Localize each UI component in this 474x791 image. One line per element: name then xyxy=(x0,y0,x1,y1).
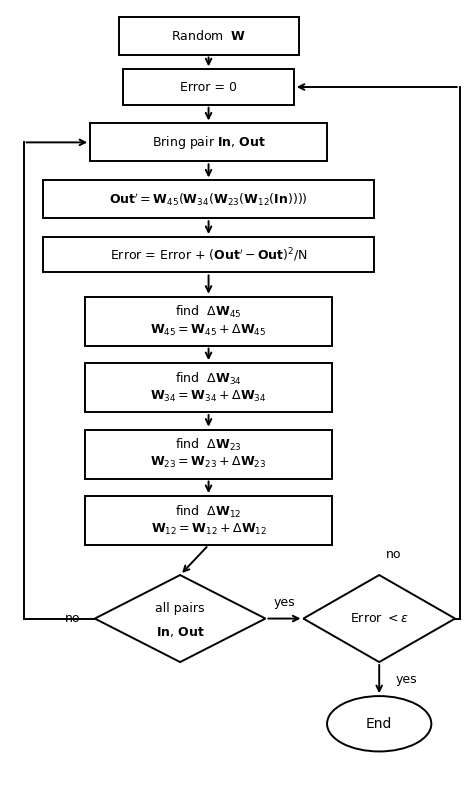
Text: $\mathbf{W}_{23} = \mathbf{W}_{23} + \Delta \mathbf{W}_{23}$: $\mathbf{W}_{23} = \mathbf{W}_{23} + \De… xyxy=(150,456,267,471)
Text: Error $< \varepsilon$: Error $< \varepsilon$ xyxy=(350,612,409,625)
Text: no: no xyxy=(386,548,402,561)
Text: Error = 0: Error = 0 xyxy=(180,81,237,93)
Ellipse shape xyxy=(327,696,431,751)
Text: find  $\Delta \mathbf{W}_{45}$: find $\Delta \mathbf{W}_{45}$ xyxy=(175,305,242,320)
Text: yes: yes xyxy=(273,596,295,609)
Text: no: no xyxy=(65,612,81,625)
Text: yes: yes xyxy=(396,672,418,686)
FancyBboxPatch shape xyxy=(85,496,332,545)
Text: $\mathbf{Out'} = \mathbf{W}_{45}(\mathbf{W}_{34}(\mathbf{W}_{23}(\mathbf{W}_{12}: $\mathbf{Out'} = \mathbf{W}_{45}(\mathbf… xyxy=(109,191,308,207)
FancyBboxPatch shape xyxy=(90,123,327,161)
FancyBboxPatch shape xyxy=(85,363,332,412)
Polygon shape xyxy=(95,575,265,662)
Text: End: End xyxy=(366,717,392,731)
Text: Random  $\mathbf{W}$: Random $\mathbf{W}$ xyxy=(171,28,246,43)
FancyBboxPatch shape xyxy=(118,17,299,55)
Polygon shape xyxy=(303,575,455,662)
FancyBboxPatch shape xyxy=(85,430,332,479)
Text: find  $\Delta \mathbf{W}_{34}$: find $\Delta \mathbf{W}_{34}$ xyxy=(175,371,242,387)
Text: $\mathbf{W}_{34} = \mathbf{W}_{34} + \Delta \mathbf{W}_{34}$: $\mathbf{W}_{34} = \mathbf{W}_{34} + \De… xyxy=(150,389,267,404)
Text: Error = Error + $(\mathbf{Out'} - \mathbf{Out})^2$/N: Error = Error + $(\mathbf{Out'} - \mathb… xyxy=(109,246,308,263)
Text: find  $\Delta \mathbf{W}_{12}$: find $\Delta \mathbf{W}_{12}$ xyxy=(175,504,242,520)
FancyBboxPatch shape xyxy=(43,180,374,218)
Text: $\mathbf{W}_{45} = \mathbf{W}_{45} + \Delta \mathbf{W}_{45}$: $\mathbf{W}_{45} = \mathbf{W}_{45} + \De… xyxy=(150,323,267,338)
FancyBboxPatch shape xyxy=(123,69,294,104)
Text: $\mathbf{W}_{12} = \mathbf{W}_{12} + \Delta \mathbf{W}_{12}$: $\mathbf{W}_{12} = \mathbf{W}_{12} + \De… xyxy=(151,522,266,537)
FancyBboxPatch shape xyxy=(43,237,374,272)
Text: all pairs: all pairs xyxy=(155,602,205,615)
Text: Bring pair $\mathbf{In}$, $\mathbf{Out}$: Bring pair $\mathbf{In}$, $\mathbf{Out}$ xyxy=(152,134,265,151)
FancyBboxPatch shape xyxy=(85,297,332,346)
Text: find  $\Delta \mathbf{W}_{23}$: find $\Delta \mathbf{W}_{23}$ xyxy=(175,437,242,453)
Text: $\mathbf{In}$, $\mathbf{Out}$: $\mathbf{In}$, $\mathbf{Out}$ xyxy=(156,626,204,639)
